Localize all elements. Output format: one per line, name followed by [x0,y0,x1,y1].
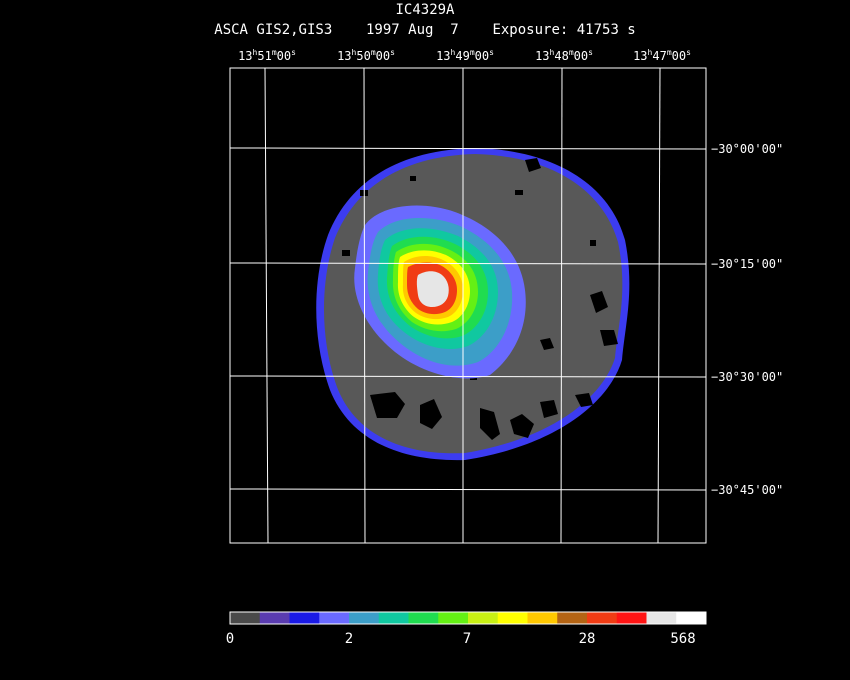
noise-patch [540,400,558,418]
noise-patch [480,408,500,440]
colorbar-swatch [497,612,528,624]
noise-patch [420,399,442,429]
object-title: IC4329A [395,2,455,18]
colorbar-swatch [289,612,320,624]
exposure-label: Exposure: 41753 s [492,22,636,38]
colorbar-frame [229,611,707,625]
colorbar-swatch [349,612,380,624]
instrument-label: ASCA GIS2,GIS3 [214,22,333,38]
colorbar-swatch [468,612,499,624]
colorbar-label: 2 [344,631,354,647]
colorbar-swatch [646,612,677,624]
noise-patch [370,392,405,418]
dec-tick-label: −30°30'00" [711,370,784,384]
colorbar-swatch [527,612,558,624]
noise-patch [575,393,593,407]
emission-level-peak [416,271,449,307]
colorbar-swatch [616,612,647,624]
colorbar-swatch [676,612,707,624]
ra-tick-label: 13h51m00s [238,48,296,63]
colorbar-swatch [557,612,588,624]
colorbar-swatch [408,612,439,624]
colorbar-swatch [230,612,261,624]
colorbar [230,612,707,624]
ra-tick-label: 13h47m00s [633,48,691,63]
coordinate-grid [230,68,706,543]
noise-patch [540,338,554,350]
noise-patch [600,330,618,346]
dec-tick-label: −30°45'00" [711,483,784,497]
dec-tick-label: −30°00'00" [711,142,784,156]
colorbar-label: 0 [225,631,235,647]
noise-patch [590,291,608,313]
colorbar-label: 568 [670,631,696,647]
colorbar-label: 7 [462,631,472,647]
ra-tick-label: 13h49m00s [436,48,494,63]
ra-tick-label: 13h50m00s [337,48,395,63]
image-frame [229,67,707,544]
colorbar-swatch [319,612,350,624]
noise-patch [525,158,541,172]
colorbar-swatch [378,612,409,624]
ra-tick-label: 13h48m00s [535,48,593,63]
colorbar-swatch [259,612,290,624]
date-label: 1997 Aug 7 [366,22,459,38]
colorbar-swatch [587,612,618,624]
colorbar-label: 28 [578,631,596,647]
observation-info: ASCA GIS2,GIS3 1997 Aug 7 Exposure: 4175… [0,22,850,38]
colorbar-swatch [438,612,469,624]
dec-tick-label: −30°15'00" [711,257,784,271]
noise-patch [510,414,534,438]
